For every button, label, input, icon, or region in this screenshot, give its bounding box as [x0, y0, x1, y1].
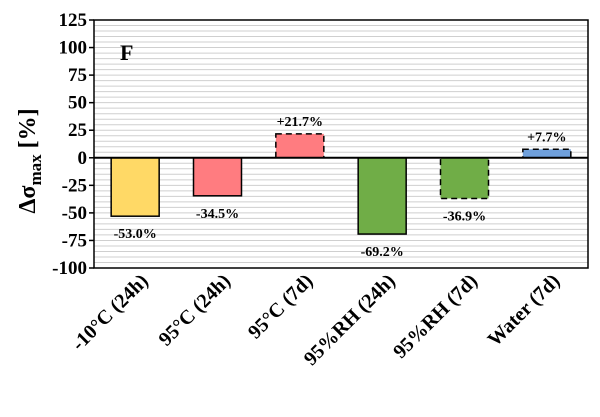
x-tick-label-group: -10°C (24h) [67, 270, 152, 355]
y-tick-label: 50 [68, 93, 87, 114]
x-tick-label-group: Water (7d) [483, 270, 564, 351]
y-tick-label: -25 [62, 175, 87, 196]
x-tick-label: -10°C (24h) [67, 270, 152, 355]
x-tick-label-group: 95%RH (7d) [389, 270, 482, 363]
bar [357, 157, 407, 235]
y-tick-label: 125 [59, 10, 88, 31]
bar-layer [110, 133, 572, 235]
bar [522, 148, 572, 159]
x-tick-label: 95%RH (7d) [389, 270, 482, 363]
y-tick-label: 25 [68, 120, 87, 141]
y-tick-label: 75 [68, 65, 87, 86]
y-tick-label: -100 [52, 258, 87, 279]
data-label: -53.0% [114, 227, 157, 242]
bar [439, 157, 490, 200]
data-label: -69.2% [361, 245, 404, 260]
y-tick-label: -50 [62, 203, 87, 224]
y-tick-label: -75 [62, 230, 87, 251]
y-axis-label: Δσmax [%] [15, 108, 45, 213]
y-axis-label-subscript: max [26, 154, 45, 186]
x-tick-label: 95°C (7d) [244, 270, 317, 343]
y-axis-label-suffix: [%] [15, 108, 41, 154]
x-tick-label-group: 95°C (7d) [244, 270, 317, 343]
bar [275, 133, 325, 159]
data-label: +21.7% [277, 115, 323, 130]
data-label: +7.7% [527, 130, 566, 145]
bar [110, 157, 160, 217]
axis-layer [89, 19, 589, 269]
x-tick-label-group: 95°C (24h) [155, 270, 236, 351]
y-tick-label: 100 [59, 38, 88, 59]
plot-frame [93, 19, 589, 269]
x-tick-label: Water (7d) [483, 270, 564, 351]
data-label: -34.5% [196, 207, 239, 222]
panel-label: F [120, 40, 133, 65]
bar [192, 157, 243, 197]
y-axis-label-prefix: Δσ [15, 186, 41, 214]
grid-layer [94, 19, 588, 269]
x-tick-label: 95°C (24h) [155, 270, 236, 351]
y-tick-label: 0 [78, 148, 88, 169]
data-label: -36.9% [443, 209, 486, 224]
